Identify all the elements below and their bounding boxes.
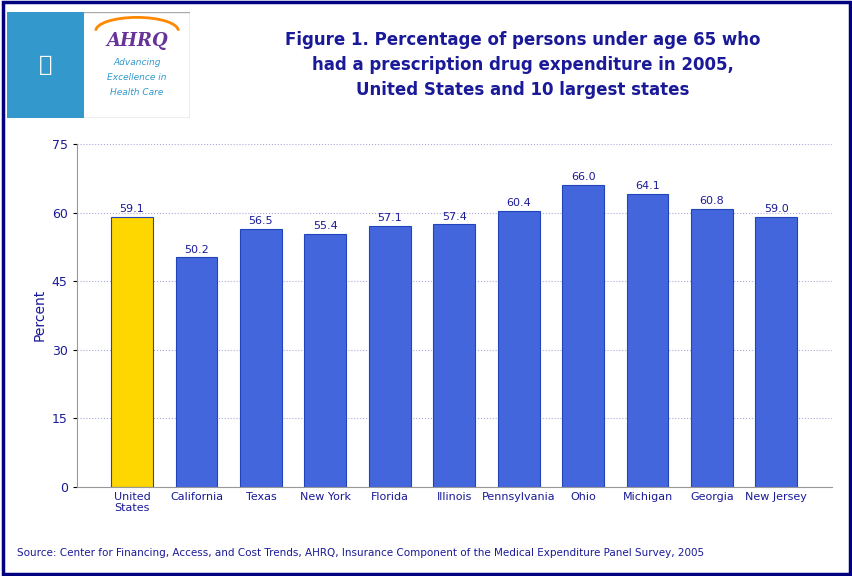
Y-axis label: Percent: Percent xyxy=(32,289,46,342)
Text: 57.4: 57.4 xyxy=(441,212,466,222)
Text: Figure 1. Percentage of persons under age 65 who
had a prescription drug expendi: Figure 1. Percentage of persons under ag… xyxy=(285,31,759,99)
Text: 59.0: 59.0 xyxy=(763,204,788,214)
Bar xyxy=(690,209,732,487)
Text: 60.4: 60.4 xyxy=(506,198,531,208)
Text: 59.1: 59.1 xyxy=(119,204,144,214)
Bar xyxy=(626,194,668,487)
Bar xyxy=(111,217,153,487)
Text: Source: Center for Financing, Access, and Cost Trends, AHRQ, Insurance Component: Source: Center for Financing, Access, an… xyxy=(17,548,703,558)
Text: 56.5: 56.5 xyxy=(248,216,273,226)
Text: 🦅: 🦅 xyxy=(38,55,52,75)
Bar xyxy=(368,226,411,487)
Bar xyxy=(433,225,475,487)
Text: Health Care: Health Care xyxy=(110,88,164,97)
Text: 60.8: 60.8 xyxy=(699,196,723,206)
Text: 64.1: 64.1 xyxy=(635,181,659,191)
Bar xyxy=(304,233,346,487)
Bar xyxy=(561,185,603,487)
Text: 57.1: 57.1 xyxy=(377,213,401,223)
Bar xyxy=(497,211,539,487)
Text: Excellence in: Excellence in xyxy=(107,73,167,82)
Bar xyxy=(7,12,83,118)
Bar xyxy=(239,229,281,487)
Bar xyxy=(176,257,217,487)
Text: Advancing: Advancing xyxy=(113,58,160,67)
Text: AHRQ: AHRQ xyxy=(106,32,168,50)
Text: 50.2: 50.2 xyxy=(184,245,209,255)
Text: 66.0: 66.0 xyxy=(570,172,595,183)
Text: 55.4: 55.4 xyxy=(313,221,337,231)
Bar xyxy=(755,217,797,487)
